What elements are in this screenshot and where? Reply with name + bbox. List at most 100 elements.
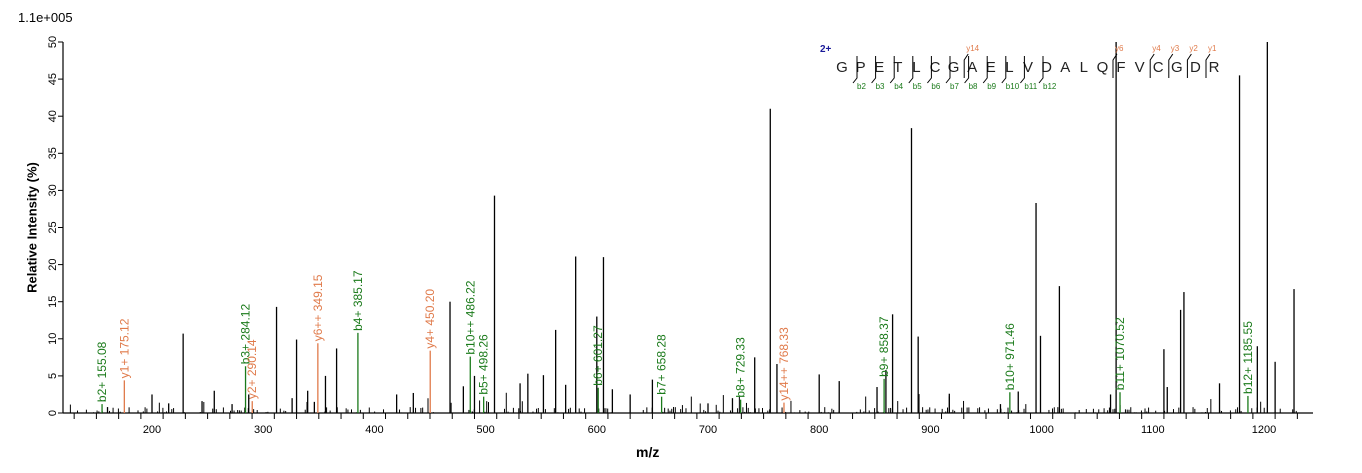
- annotated-peak-label: b12+ 1185.55: [1241, 321, 1255, 394]
- b-ion-bracket: [945, 56, 951, 84]
- residue: L: [912, 59, 920, 76]
- y-tick-label: 15: [47, 296, 59, 308]
- y-tick-label: 40: [47, 110, 59, 122]
- annotated-peak-label: b11+ 1070.52: [1113, 317, 1127, 390]
- b-ion-label: b8: [969, 82, 978, 91]
- residue: V: [1023, 59, 1033, 76]
- annotated-peak-label: b3+ 284.12: [239, 304, 253, 365]
- annotated-peak-label: b8+ 729.33: [734, 337, 748, 398]
- b-ion-bracket: [964, 56, 970, 84]
- residue: D: [1041, 59, 1052, 76]
- y-ion-bracket: [1205, 53, 1211, 78]
- x-axis-label: m/z: [636, 444, 660, 460]
- b-ion-label: b2: [857, 82, 866, 91]
- b-ion-bracket: [982, 56, 988, 84]
- y-ion-label: y4: [1152, 44, 1161, 53]
- residue: R: [1209, 59, 1220, 76]
- b-ion-label: b3: [876, 82, 885, 91]
- residue: L: [1080, 59, 1088, 76]
- y-ion-bracket: [963, 53, 969, 78]
- x-tick-label: 200: [143, 424, 161, 436]
- annotated-peak-label: y6++ 349.15: [311, 274, 325, 341]
- residue: E: [874, 59, 884, 76]
- axes: 0 5 10 15 20 25 30 35 40 45 50 200 300 400 500 600 700 80…: [47, 36, 1313, 436]
- b-ion-bracket: [871, 56, 877, 84]
- residue: Q: [1097, 59, 1109, 76]
- y-tick-label: 0: [47, 410, 59, 416]
- y-tick-label: 35: [47, 147, 59, 159]
- b-ion-bracket: [927, 56, 932, 84]
- y-axis-label: Relative Intensity (%): [24, 162, 40, 293]
- annotated-peak-label: b4+ 385.17: [351, 270, 365, 331]
- b-ion-bracket: [1020, 56, 1025, 84]
- b-ion-label: b9: [987, 82, 996, 91]
- annotated-peak-label: b10++ 486.22: [463, 280, 477, 354]
- peptide-fragment-map: 2+G P E T L C G A E L V D A L Q F V C G D Rb2 b3 b4 b5 b6 b7 b8 b9 b…: [820, 44, 1220, 91]
- y-ion-bracket: [1168, 53, 1174, 78]
- residue: P: [856, 59, 866, 76]
- y-ion-bracket: [1186, 53, 1192, 78]
- residue: T: [893, 59, 902, 76]
- residue: C: [930, 59, 941, 76]
- y-ion-label: y1: [1208, 44, 1217, 53]
- annotated-peak-label: b9+ 858.37: [877, 316, 891, 377]
- residue: L: [1005, 59, 1013, 76]
- b-ion-bracket: [908, 56, 914, 84]
- y-tick-label: 20: [47, 258, 59, 270]
- annotated-peak-label: b5+ 498.26: [477, 334, 491, 395]
- residue: A: [1060, 59, 1070, 76]
- b-ion-label: b5: [913, 82, 922, 91]
- residue: V: [1135, 59, 1145, 76]
- y-ion-bracket: [1149, 53, 1155, 78]
- annotated-peak-label: y4+ 450.20: [423, 289, 437, 349]
- b-ion-label: b7: [950, 82, 959, 91]
- x-tick-label: 700: [699, 424, 717, 436]
- annotated-peak-label: b6+ 601.27: [591, 325, 605, 386]
- b-ion-bracket: [1001, 56, 1007, 84]
- x-tick-label: 900: [921, 424, 939, 436]
- y-ion-bracket: [1112, 53, 1118, 78]
- y-tick-label: 5: [47, 373, 59, 379]
- y-tick-label: 10: [47, 333, 59, 345]
- x-tick-label: 500: [476, 424, 494, 436]
- residue: F: [1116, 59, 1125, 76]
- b-ion-label: b12: [1043, 82, 1057, 91]
- x-tick-label: 800: [810, 424, 828, 436]
- residue: G: [1171, 59, 1183, 76]
- b-ion-label: b10: [1006, 82, 1020, 91]
- residue: D: [1190, 59, 1201, 76]
- annotated-peak-label: y14++ 768.33: [777, 327, 791, 401]
- residue: G: [836, 59, 848, 76]
- x-tick-label: 1100: [1141, 424, 1165, 436]
- x-tick-label: 1200: [1252, 424, 1276, 436]
- residue: G: [948, 59, 960, 76]
- intensity-scale-label: 1.1e+005: [18, 10, 73, 25]
- annotated-peak-label: b2+ 155.08: [95, 341, 109, 402]
- y-ion-label: y3: [1171, 44, 1180, 53]
- b-ion-bracket: [889, 56, 895, 84]
- x-tick-label: 600: [588, 424, 606, 436]
- b-ion-label: b11: [1024, 82, 1037, 91]
- residue: C: [1153, 59, 1164, 76]
- annotated-peak-label: y2+ 290.14: [245, 339, 259, 399]
- b-ion-label: b6: [931, 82, 940, 91]
- b-ion-label: b4: [894, 82, 903, 91]
- y-ion-label: y14: [966, 44, 979, 53]
- annotated-peak-label: b7+ 658.28: [655, 334, 669, 395]
- y-tick-label: 50: [47, 36, 59, 48]
- x-tick-label: 1000: [1029, 424, 1053, 436]
- x-tick-label: 300: [254, 424, 272, 436]
- y-tick-label: 30: [47, 184, 59, 196]
- b-ion-bracket: [1038, 56, 1044, 84]
- x-tick-label: 400: [365, 424, 383, 436]
- y-ion-label: y2: [1189, 44, 1198, 53]
- y-tick-label: 25: [47, 221, 59, 233]
- charge-state: 2+: [820, 44, 832, 55]
- annotated-peak-label: y1+ 175.12: [117, 318, 131, 378]
- residue: A: [967, 59, 977, 76]
- b-ion-bracket: [852, 56, 858, 84]
- y-ion-label: y6: [1115, 44, 1124, 53]
- y-tick-label: 45: [47, 73, 59, 85]
